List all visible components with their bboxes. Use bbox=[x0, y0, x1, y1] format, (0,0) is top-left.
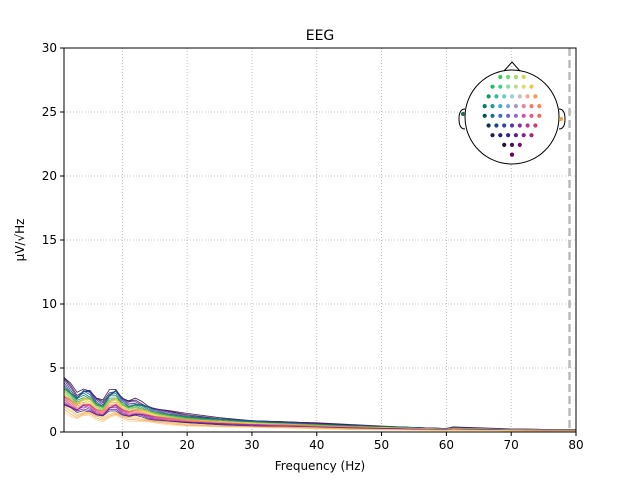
y-tick-label: 0 bbox=[49, 425, 57, 439]
sensor-dot bbox=[498, 104, 503, 109]
sensor-dot bbox=[529, 104, 534, 109]
head-outline bbox=[464, 69, 560, 165]
sensor-dot bbox=[517, 94, 522, 99]
sensor-dot bbox=[513, 84, 519, 89]
sensor-dot bbox=[521, 133, 526, 138]
sensor-dot bbox=[537, 104, 542, 109]
sensor-dot bbox=[486, 123, 491, 128]
sensor-dot bbox=[513, 104, 519, 109]
sensor-dot bbox=[490, 133, 495, 138]
sensor-dot bbox=[502, 94, 507, 99]
y-tick-label: 15 bbox=[42, 233, 57, 247]
sensor-dot bbox=[506, 113, 511, 118]
y-tick-label: 20 bbox=[42, 169, 57, 183]
y-tick-label: 25 bbox=[42, 105, 57, 119]
sensor-dot bbox=[498, 113, 503, 118]
sensor-dot bbox=[490, 84, 495, 89]
y-tick-label: 30 bbox=[42, 41, 57, 55]
chart-title: EEG bbox=[306, 28, 335, 44]
sensor-dot bbox=[521, 113, 526, 118]
x-tick-label: 30 bbox=[244, 438, 259, 452]
x-tick-label: 40 bbox=[309, 438, 324, 452]
sensor-dot bbox=[494, 123, 499, 128]
series-lines bbox=[63, 377, 577, 432]
sensor-dot bbox=[482, 104, 487, 109]
sensor-dot bbox=[482, 113, 487, 118]
x-axis-label: Frequency (Hz) bbox=[275, 459, 366, 473]
sensor-dot bbox=[533, 123, 538, 128]
sensor-dot bbox=[521, 74, 526, 80]
sensor-dot bbox=[506, 104, 511, 109]
sensor-dot bbox=[513, 133, 519, 138]
sensor-dot bbox=[513, 74, 519, 80]
series-line bbox=[63, 411, 577, 432]
sensor-dot bbox=[521, 84, 526, 89]
sensor-dot bbox=[529, 84, 534, 89]
left-ear-outline bbox=[458, 108, 466, 130]
sensor-dot bbox=[559, 117, 563, 121]
sensor-dot bbox=[498, 133, 503, 138]
sensor-dot bbox=[521, 104, 526, 109]
sensor-dot bbox=[509, 142, 515, 147]
x-tick-label: 60 bbox=[439, 438, 454, 452]
sensor-dot bbox=[461, 112, 465, 116]
sensor-dot bbox=[509, 123, 515, 128]
x-tick-label: 20 bbox=[179, 438, 194, 452]
sensor-dot bbox=[537, 113, 542, 118]
series-line bbox=[63, 377, 577, 431]
right-ear-outline bbox=[558, 108, 566, 130]
sensor-dot bbox=[525, 123, 530, 128]
sensor-dot bbox=[509, 152, 515, 157]
sensor-topomap bbox=[458, 61, 566, 165]
x-ticks: 10 20 30 40 50 60 70 80 bbox=[115, 432, 584, 452]
sensor-dot bbox=[513, 113, 519, 118]
sensor-dot bbox=[506, 84, 511, 89]
sensor-dot bbox=[533, 94, 538, 99]
sensor-dot bbox=[502, 142, 507, 147]
y-ticks: 0 5 10 15 20 25 30 bbox=[42, 41, 64, 439]
sensor-dot bbox=[509, 94, 515, 99]
nose-outline bbox=[503, 61, 521, 72]
x-tick-label: 50 bbox=[374, 438, 389, 452]
sensor-dot bbox=[525, 94, 530, 99]
x-tick-label: 70 bbox=[504, 438, 519, 452]
sensor-dot bbox=[506, 133, 511, 138]
sensor-dot bbox=[517, 142, 522, 147]
sensor-dot bbox=[517, 123, 522, 128]
sensor-dot bbox=[529, 113, 534, 118]
sensor-dot bbox=[486, 94, 491, 99]
y-axis-label: µV/√Hz bbox=[13, 219, 27, 262]
sensor-dot bbox=[490, 104, 495, 109]
y-tick-label: 5 bbox=[49, 361, 57, 375]
y-tick-label: 10 bbox=[42, 297, 57, 311]
sensor-dot bbox=[506, 74, 511, 80]
sensor-dot bbox=[498, 74, 503, 80]
sensor-dot bbox=[529, 133, 534, 138]
sensor-dot bbox=[494, 94, 499, 99]
x-tick-label: 10 bbox=[115, 438, 130, 452]
sensor-dot bbox=[490, 113, 495, 118]
sensor-dot bbox=[498, 84, 503, 89]
sensor-dot bbox=[502, 123, 507, 128]
x-tick-label: 80 bbox=[568, 438, 583, 452]
